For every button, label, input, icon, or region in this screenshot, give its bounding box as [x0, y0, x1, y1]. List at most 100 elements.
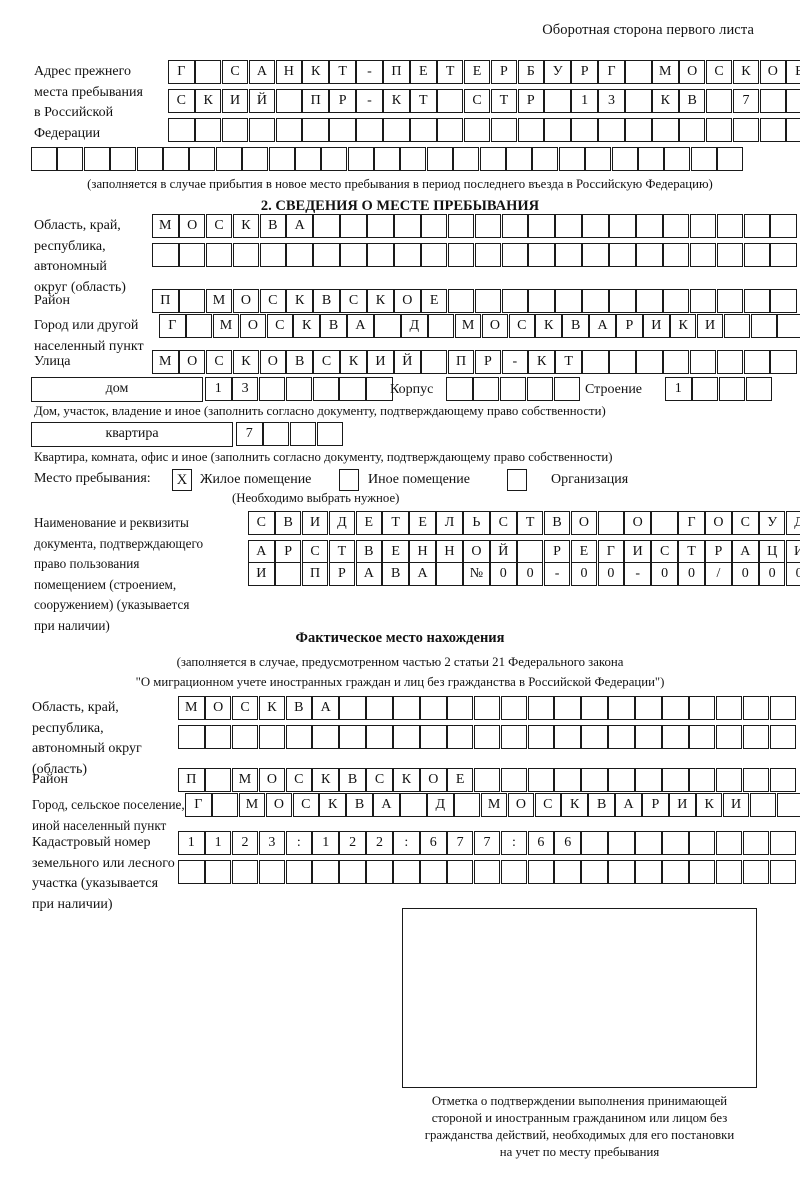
char-cell[interactable]: А	[248, 60, 276, 84]
char-cell[interactable]: 0	[678, 562, 705, 586]
char-cell[interactable]: И	[643, 314, 670, 338]
char-cell[interactable]	[750, 314, 778, 338]
char-cell[interactable]: В	[346, 793, 373, 817]
char-cell[interactable]: №	[463, 562, 490, 586]
char-cell[interactable]: В	[313, 289, 340, 313]
char-cell[interactable]: В	[562, 314, 589, 338]
char-cell[interactable]: К	[258, 696, 286, 720]
char-cell[interactable]: Л	[436, 511, 463, 535]
char-cell[interactable]	[420, 243, 448, 267]
char-cell[interactable]: Г	[185, 793, 212, 817]
char-cell[interactable]: И	[785, 540, 800, 564]
char-cell[interactable]: П	[301, 562, 329, 586]
char-cell[interactable]: О	[258, 768, 286, 792]
char-cell[interactable]: У	[544, 60, 571, 84]
char-cell[interactable]	[479, 147, 506, 171]
char-cell[interactable]	[715, 860, 743, 884]
char-cell[interactable]	[453, 793, 481, 817]
char-cell[interactable]	[185, 314, 213, 338]
char-cell[interactable]: 0	[732, 562, 759, 586]
char-cell[interactable]	[582, 289, 609, 313]
char-cell[interactable]: А	[732, 540, 759, 564]
char-cell[interactable]: 3	[598, 89, 625, 113]
char-cell[interactable]	[447, 214, 475, 238]
char-cell[interactable]	[554, 768, 581, 792]
char-cell[interactable]: 6	[554, 831, 581, 855]
char-cell[interactable]: О	[570, 511, 598, 535]
char-cell[interactable]: С	[292, 793, 320, 817]
char-cell[interactable]: В	[786, 60, 800, 84]
char-cell[interactable]: -	[501, 350, 529, 374]
char-cell[interactable]	[436, 562, 463, 586]
char-cell[interactable]	[356, 118, 383, 142]
char-cell[interactable]	[374, 147, 401, 171]
char-cell[interactable]	[715, 831, 743, 855]
char-cell[interactable]: Т	[329, 60, 356, 84]
char-cell[interactable]	[259, 243, 287, 267]
korpus-cells[interactable]	[446, 377, 581, 401]
char-cell[interactable]: 0	[490, 562, 517, 586]
char-cell[interactable]	[732, 118, 760, 142]
char-cell[interactable]: Д	[328, 511, 356, 535]
char-cell[interactable]	[500, 725, 528, 749]
char-cell[interactable]	[611, 147, 638, 171]
char-cell[interactable]	[609, 214, 636, 238]
char-cell[interactable]: Е	[382, 540, 409, 564]
char-cell[interactable]	[688, 768, 716, 792]
char-cell[interactable]: Д	[785, 511, 800, 535]
char-cell[interactable]	[472, 377, 500, 401]
char-cell[interactable]	[31, 147, 57, 171]
char-cell[interactable]	[313, 243, 340, 267]
char-cell[interactable]: В	[588, 793, 615, 817]
char-cell[interactable]: М	[238, 793, 266, 817]
char-cell[interactable]	[581, 696, 608, 720]
char-cell[interactable]: К	[312, 768, 339, 792]
char-cell[interactable]: О	[265, 793, 293, 817]
checkbox-organization[interactable]	[507, 469, 527, 491]
char-cell[interactable]: С	[266, 314, 294, 338]
char-cell[interactable]	[340, 243, 367, 267]
char-cell[interactable]: Е	[463, 60, 491, 84]
char-cell[interactable]	[688, 725, 716, 749]
char-cell[interactable]	[410, 118, 437, 142]
char-cell[interactable]: Д	[401, 314, 428, 338]
char-cell[interactable]	[474, 214, 502, 238]
char-cell[interactable]	[582, 243, 609, 267]
char-cell[interactable]	[651, 511, 678, 535]
char-cell[interactable]	[262, 422, 290, 446]
char-cell[interactable]	[383, 118, 410, 142]
char-cell[interactable]: И	[301, 511, 329, 535]
char-cell[interactable]: 3	[231, 377, 259, 401]
char-cell[interactable]	[609, 243, 636, 267]
char-cell[interactable]	[688, 696, 716, 720]
char-cell[interactable]: Г	[598, 60, 625, 84]
char-cell[interactable]	[463, 118, 491, 142]
char-cell[interactable]	[248, 118, 276, 142]
char-cell[interactable]: :	[500, 831, 528, 855]
char-cell[interactable]	[554, 860, 581, 884]
char-cell[interactable]	[759, 118, 787, 142]
char-cell[interactable]: И	[367, 350, 394, 374]
char-cell[interactable]: О	[178, 214, 206, 238]
char-cell[interactable]: О	[463, 540, 490, 564]
char-cell[interactable]	[367, 214, 394, 238]
char-cell[interactable]	[366, 725, 393, 749]
char-cell[interactable]	[289, 422, 317, 446]
char-cell[interactable]	[742, 831, 770, 855]
char-cell[interactable]: К	[232, 214, 260, 238]
char-cell[interactable]: 1	[205, 377, 232, 401]
char-cell[interactable]: А	[286, 214, 313, 238]
char-cell[interactable]	[705, 118, 733, 142]
char-cell[interactable]: С	[651, 540, 678, 564]
char-cell[interactable]	[662, 243, 690, 267]
stroenie-cells[interactable]: 1	[665, 377, 773, 401]
char-cell[interactable]	[178, 289, 206, 313]
char-cell[interactable]	[598, 118, 625, 142]
char-cell[interactable]: Р	[328, 562, 356, 586]
